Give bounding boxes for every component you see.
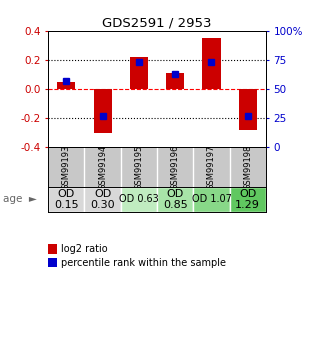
Text: GSM99193: GSM99193 <box>62 144 71 190</box>
Bar <box>202 38 220 89</box>
Text: OD
0.30: OD 0.30 <box>90 189 115 210</box>
Bar <box>166 73 184 89</box>
Text: log2 ratio: log2 ratio <box>61 244 107 254</box>
Text: GSM99198: GSM99198 <box>243 144 252 190</box>
Bar <box>157 187 193 212</box>
Text: GSM99195: GSM99195 <box>134 144 143 189</box>
Bar <box>57 82 75 89</box>
Text: percentile rank within the sample: percentile rank within the sample <box>61 258 226 267</box>
Bar <box>230 187 266 212</box>
Text: GSM99194: GSM99194 <box>98 144 107 189</box>
Bar <box>121 187 157 212</box>
Bar <box>130 57 148 89</box>
Bar <box>94 89 112 132</box>
Text: age  ►: age ► <box>3 194 37 204</box>
Bar <box>193 187 230 212</box>
Text: OD 0.63: OD 0.63 <box>119 194 159 204</box>
Bar <box>85 187 121 212</box>
Text: OD
0.85: OD 0.85 <box>163 189 188 210</box>
Text: GSM99197: GSM99197 <box>207 144 216 190</box>
Text: OD
0.15: OD 0.15 <box>54 189 79 210</box>
Bar <box>239 89 257 130</box>
Text: GSM99196: GSM99196 <box>171 144 180 190</box>
Bar <box>48 187 85 212</box>
Title: GDS2591 / 2953: GDS2591 / 2953 <box>102 17 212 30</box>
Text: OD
1.29: OD 1.29 <box>235 189 260 210</box>
Text: OD 1.07: OD 1.07 <box>192 194 231 204</box>
